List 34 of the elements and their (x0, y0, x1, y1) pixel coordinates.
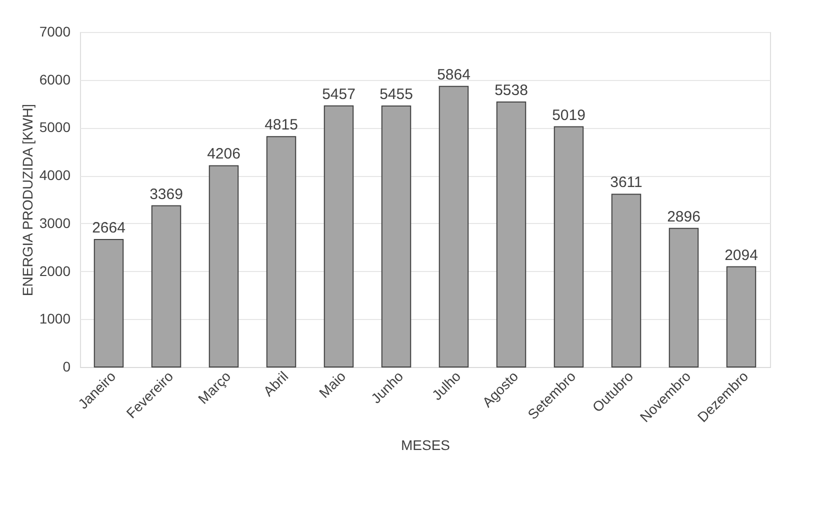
data-label: 5455 (380, 86, 413, 103)
data-label: 4206 (207, 146, 240, 163)
data-label: 5457 (322, 86, 356, 103)
data-label: 5538 (494, 82, 528, 99)
bar (151, 205, 182, 368)
bar (94, 239, 124, 368)
y-tick-label: 1000 (39, 310, 71, 327)
bar (726, 266, 756, 368)
bar (611, 194, 642, 368)
y-tick-label: 2000 (39, 262, 71, 279)
data-label: 5864 (437, 66, 470, 84)
bar (438, 86, 469, 368)
bar (266, 136, 296, 368)
y-tick-label: 3000 (39, 214, 71, 231)
y-tick-label: 4000 (39, 167, 71, 184)
data-label: 5019 (552, 106, 586, 124)
bar (554, 126, 584, 368)
y-tick-label: 7000 (39, 24, 71, 40)
y-axis-title: ENERGIA PRODUZIDA [KWH] (19, 104, 36, 296)
data-label: 2664 (92, 220, 126, 237)
bar (381, 105, 412, 368)
bar (324, 105, 354, 368)
bar (668, 228, 699, 368)
data-label: 3369 (150, 186, 183, 203)
data-label: 4815 (264, 116, 298, 134)
data-label: 3611 (610, 174, 642, 192)
y-tick-label: 6000 (39, 71, 71, 88)
y-tick-label: 0 (62, 358, 71, 374)
y-tick-label: 5000 (39, 119, 71, 136)
bar (208, 165, 239, 368)
bar (496, 101, 526, 368)
x-axis-title: MESES (400, 437, 450, 454)
data-label: 2094 (724, 246, 758, 264)
data-label: 2896 (667, 208, 700, 226)
